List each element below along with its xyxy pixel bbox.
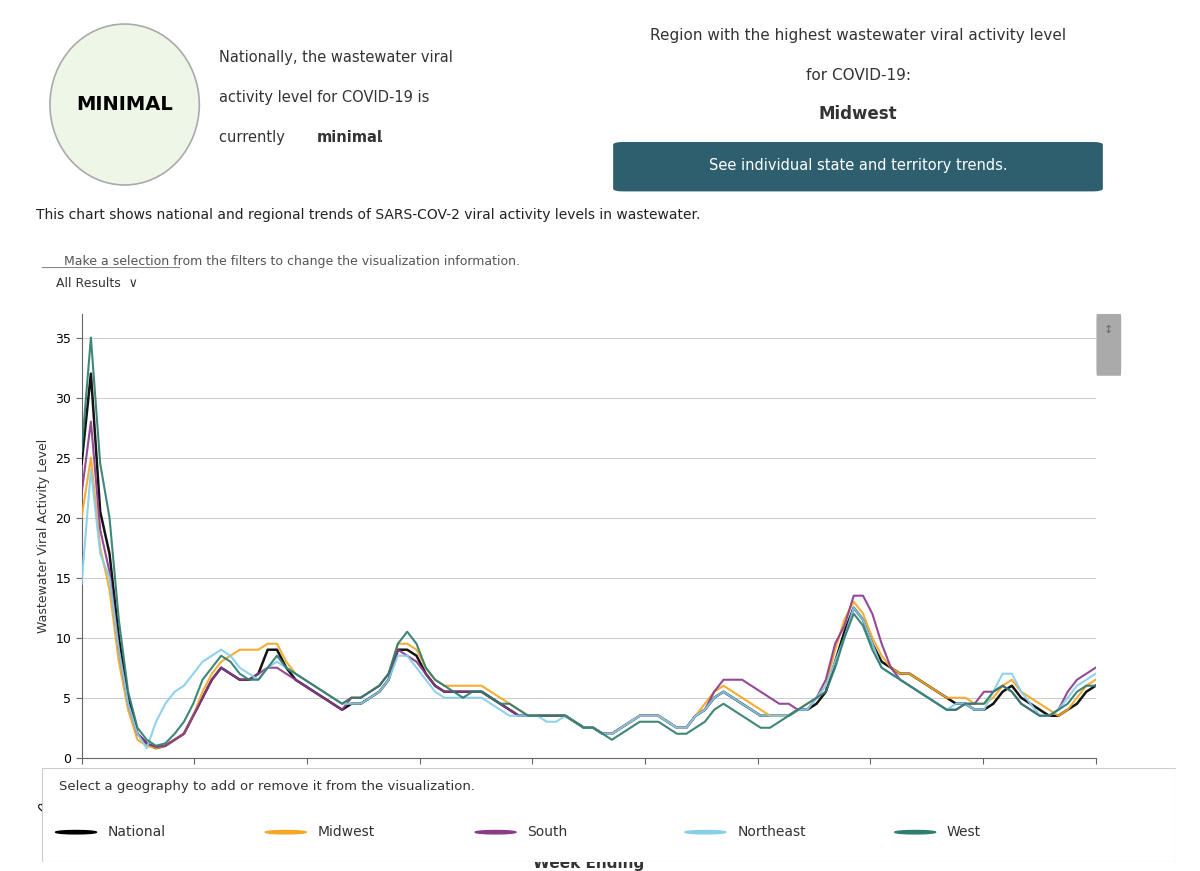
Text: South: South xyxy=(527,825,568,839)
Text: ↕: ↕ xyxy=(1104,325,1114,334)
Text: Northeast: Northeast xyxy=(737,825,805,839)
Text: .: . xyxy=(379,130,383,145)
FancyBboxPatch shape xyxy=(40,267,182,301)
Circle shape xyxy=(265,830,306,834)
Circle shape xyxy=(55,830,96,834)
Text: Nationally, the wastewater viral: Nationally, the wastewater viral xyxy=(220,50,454,64)
Text: activity level for COVID-19 is: activity level for COVID-19 is xyxy=(220,90,430,105)
Circle shape xyxy=(895,830,936,834)
Text: Midwest: Midwest xyxy=(318,825,374,839)
Circle shape xyxy=(685,830,726,834)
Circle shape xyxy=(475,830,516,834)
Text: minimal: minimal xyxy=(317,130,383,145)
Ellipse shape xyxy=(50,24,199,185)
FancyBboxPatch shape xyxy=(42,768,1176,862)
Text: West: West xyxy=(947,825,982,839)
Text: for COVID-19:: for COVID-19: xyxy=(805,68,911,83)
X-axis label: Week Ending: Week Ending xyxy=(533,856,644,871)
Text: See individual state and territory trends.: See individual state and territory trend… xyxy=(709,159,1007,173)
FancyBboxPatch shape xyxy=(613,142,1103,192)
Text: Make a selection from the filters to change the visualization information.: Make a selection from the filters to cha… xyxy=(65,255,521,268)
Text: Region with the highest wastewater viral activity level: Region with the highest wastewater viral… xyxy=(650,28,1066,43)
Text: Select a geography to add or remove it from the visualization.: Select a geography to add or remove it f… xyxy=(59,780,475,793)
Text: All Results  ∨: All Results ∨ xyxy=(56,278,138,290)
Text: MINIMAL: MINIMAL xyxy=(77,95,173,114)
Y-axis label: Wastewater Viral Activity Level: Wastewater Viral Activity Level xyxy=(37,438,49,633)
Text: Midwest: Midwest xyxy=(818,105,898,123)
FancyBboxPatch shape xyxy=(1097,314,1121,375)
Text: This chart shows national and regional trends of SARS-COV-2 viral activity level: This chart shows national and regional t… xyxy=(36,208,700,222)
Text: National: National xyxy=(108,825,166,839)
Text: currently: currently xyxy=(220,130,289,145)
